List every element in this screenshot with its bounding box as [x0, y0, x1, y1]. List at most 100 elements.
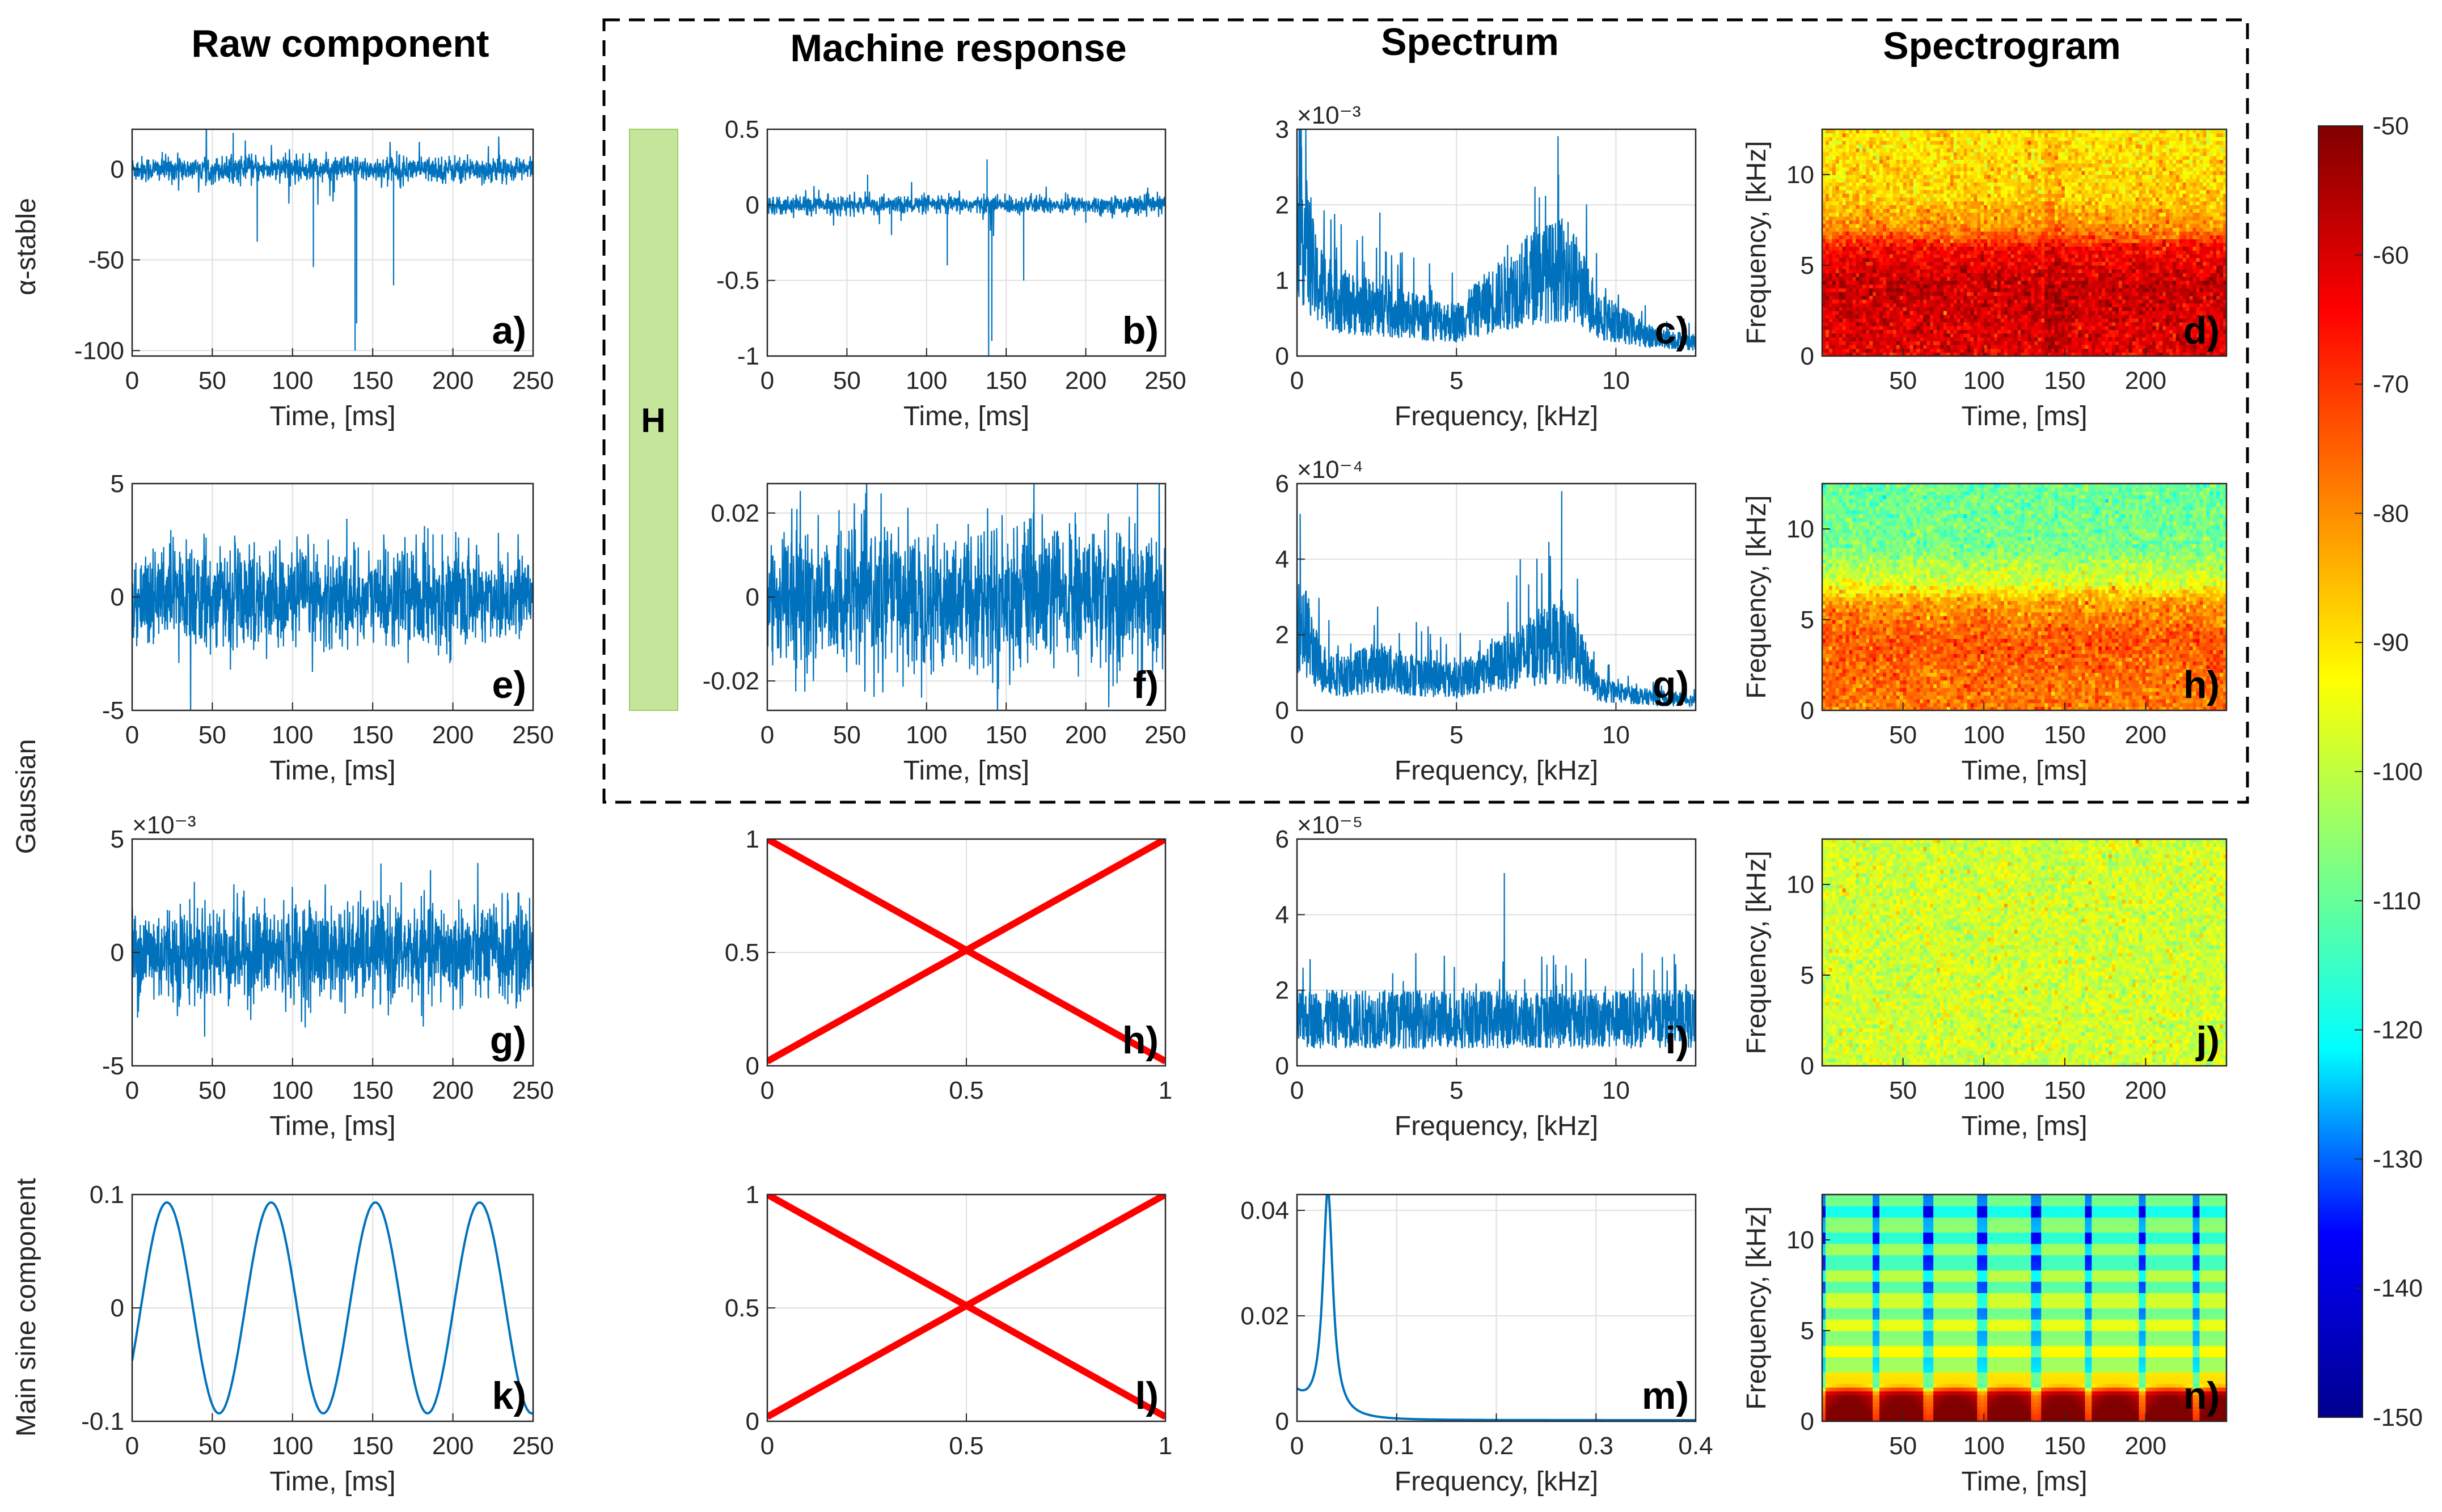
heat-cell: [1839, 220, 1843, 225]
heat-cell: [2000, 284, 2005, 289]
heat-cell: [1926, 337, 1930, 341]
heat-cell: [1937, 209, 1941, 213]
heat-cell: [1873, 265, 1877, 270]
heat-cell: [1825, 254, 1830, 259]
heat-cell: [1879, 189, 1883, 194]
heat-cell: [2085, 220, 2089, 225]
heat-cell: [1923, 186, 1927, 190]
heat-cell: [2071, 250, 2076, 255]
heat-cell: [2092, 280, 2095, 285]
heat-cell: [1852, 284, 1857, 289]
heat-cell: [1984, 223, 1988, 228]
heat-cell: [2038, 209, 2042, 213]
heat-cell: [2075, 254, 2079, 259]
heat-cell: [2054, 345, 2059, 349]
heat-cell: [2085, 254, 2089, 259]
heat-cell: [2054, 261, 2059, 266]
heat-cell: [1835, 137, 1840, 141]
heat-cell: [1889, 341, 1894, 345]
heat-cell: [1957, 337, 1961, 341]
heat-cell: [2044, 141, 2048, 145]
heat-cell: [1866, 284, 1870, 289]
heat-cell: [1991, 265, 1995, 270]
heat-cell: [2041, 311, 2045, 315]
heat-cell: [2027, 167, 2031, 171]
heat-cell: [1859, 186, 1863, 190]
heat-cell: [1926, 159, 1930, 164]
heat-cell: [1977, 280, 1981, 285]
heat-cell: [2038, 212, 2042, 217]
heat-cell: [2004, 186, 2008, 190]
heat-cell: [1849, 269, 1853, 273]
heat-cell: [1828, 254, 1833, 259]
heat-cell: [1991, 291, 1995, 296]
heat-cell: [2081, 171, 2086, 175]
heat-cell: [1984, 333, 1988, 338]
heat-cell: [2044, 144, 2048, 149]
heat-cell: [1930, 239, 1934, 243]
heat-cell: [1879, 269, 1883, 273]
heat-cell: [1977, 307, 1981, 311]
heat-cell: [2085, 193, 2089, 198]
heat-cell: [1923, 284, 1927, 289]
heat-cell: [1835, 205, 1840, 209]
heat-cell: [1987, 329, 1991, 334]
heat-cell: [2027, 193, 2031, 198]
heat-cell: [1825, 205, 1830, 209]
heat-cell: [1879, 223, 1883, 228]
heat-cell: [2064, 129, 2069, 134]
heat-cell: [1984, 175, 1988, 179]
heat-cell: [1930, 277, 1934, 281]
heat-cell: [1920, 175, 1924, 179]
heat-cell: [1977, 175, 1981, 179]
heat-cell: [1822, 209, 1826, 213]
heat-cell: [2031, 175, 2035, 179]
heat-cell: [1822, 159, 1826, 164]
heat-cell: [1835, 129, 1840, 134]
heat-cell: [2038, 284, 2042, 289]
heat-cell: [2010, 159, 2015, 164]
heat-cell: [1822, 155, 1826, 160]
heat-cell: [1856, 303, 1860, 307]
heat-cell: [1828, 318, 1833, 323]
heat-cell: [1920, 227, 1924, 232]
heat-cell: [1963, 314, 1968, 319]
heat-cell: [1953, 152, 1958, 156]
heat-cell: [2017, 212, 2022, 217]
heat-cell: [1977, 133, 1981, 137]
heat-cell: [1980, 137, 1984, 141]
heat-cell: [1974, 273, 1978, 277]
heat-cell: [2061, 288, 2065, 293]
heat-cell: [1866, 318, 1870, 323]
heat-cell: [1937, 265, 1941, 270]
heat-cell: [2038, 167, 2042, 171]
heat-cell: [2068, 314, 2072, 319]
heat-cell: [1852, 209, 1857, 213]
heat-cell: [2041, 277, 2045, 281]
heat-cell: [2024, 159, 2029, 164]
heat-cell: [1856, 155, 1860, 160]
heat-cell: [1842, 220, 1847, 225]
heat-cell: [2081, 254, 2086, 259]
heat-cell: [2014, 227, 2018, 232]
heat-cell: [1940, 235, 1944, 239]
heat-cell: [1926, 144, 1930, 149]
heat-cell: [2038, 133, 2042, 137]
heat-cell: [1977, 152, 1981, 156]
heat-cell: [1873, 239, 1877, 243]
heat-cell: [2024, 269, 2029, 273]
heat-cell: [1997, 167, 2001, 171]
heat-cell: [2051, 155, 2055, 160]
heat-cell: [1828, 159, 1833, 164]
heat-cell: [1987, 280, 1991, 285]
heat-cell: [2041, 261, 2045, 266]
row-label-sine: Main sine component: [11, 1178, 41, 1437]
heat-cell: [1916, 322, 1920, 327]
heat-cell: [1916, 155, 1920, 160]
heat-cell: [2081, 137, 2086, 141]
heat-cell: [1839, 299, 1843, 304]
heat-cell: [1913, 152, 1917, 156]
heat-cell: [1873, 284, 1877, 289]
heat-cell: [1886, 209, 1890, 213]
heat-cell: [1930, 163, 1934, 168]
